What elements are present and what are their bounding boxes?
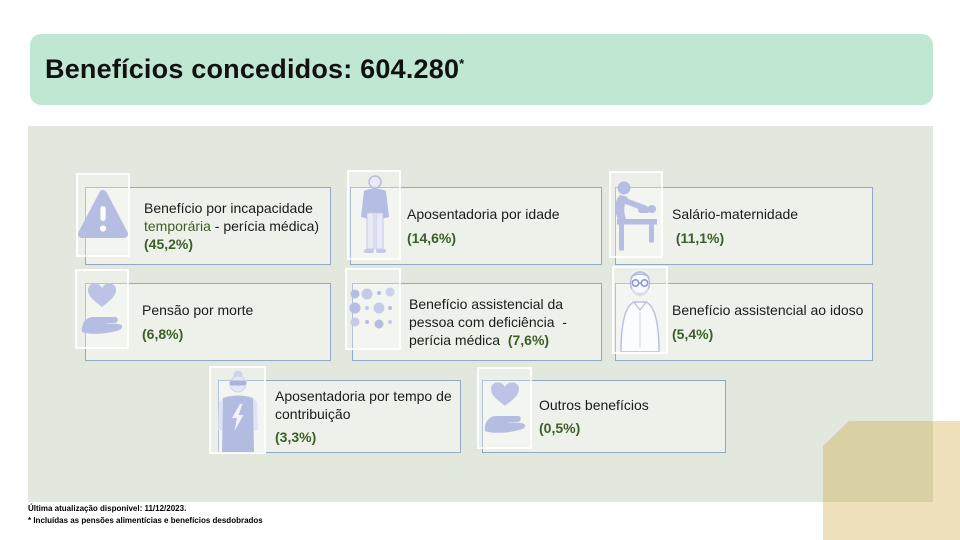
retired-woman-icon	[217, 370, 258, 452]
percentage-value: (14,6%)	[407, 229, 457, 246]
percentage-value: (11,1%)	[672, 229, 725, 246]
label-text: Aposentadoria por idade	[407, 206, 560, 223]
icon-tile	[612, 266, 668, 354]
card-label: Pensão por morte	[142, 301, 322, 319]
title-asterisk: *	[459, 56, 465, 71]
page-title: Benefícios concedidos: 604.280*	[45, 54, 464, 85]
header-banner: Benefícios concedidos: 604.280*	[30, 34, 933, 105]
icon-tile	[347, 170, 401, 260]
card-beneficio-incapacidade-temporaria: Benefício por incapacidade temporária - …	[85, 187, 331, 265]
footer-notes: Última atualização disponível: 11/12/202…	[28, 503, 263, 527]
elderly-man-icon	[361, 175, 389, 253]
footer-update-note: Última atualização disponível: 11/12/202…	[28, 504, 187, 513]
card-label: Benefício assistencial da pessoa com def…	[409, 295, 593, 350]
label-text: Benefício assistencial ao idoso	[672, 302, 864, 319]
card-label: Aposentadoria por tempo de contribuição	[275, 387, 452, 423]
label-text: - perícia médica)	[210, 217, 323, 234]
icon-tile	[477, 367, 532, 449]
icon-tile	[75, 269, 129, 349]
card-label: Salário-maternidade	[672, 205, 864, 223]
card-label: Benefício assistencial ao idoso	[672, 301, 864, 319]
percentage-value: (5,4%)	[672, 325, 714, 342]
percentage-value: (45,2%)	[144, 236, 194, 253]
label-highlight: temporária	[144, 217, 211, 234]
card-label: Aposentadoria por idade	[407, 205, 593, 223]
label-text: Pensão por morte	[142, 302, 254, 319]
footer-asterisk-note: * Incluídas as pensões alimentícias e be…	[28, 516, 263, 525]
card-pensao-por-morte: Pensão por morte (6,8%)	[85, 283, 331, 361]
braille-icon	[349, 287, 395, 329]
label-text: Salário-maternidade	[672, 206, 799, 223]
percentage-value: (6,8%)	[142, 325, 184, 342]
icon-tile	[76, 173, 130, 257]
heart-hand-icon	[484, 382, 525, 433]
label-text: Aposentadoria por tempo de contribuição	[275, 387, 456, 422]
card-aposentadoria-por-idade: Aposentadoria por idade (14,6%)	[350, 187, 602, 265]
card-label: Outros benefícios	[539, 396, 717, 414]
label-text: Outros benefícios	[539, 396, 649, 413]
decorative-corner-shape	[823, 421, 960, 540]
page-title-text: Benefícios concedidos: 604.280	[45, 54, 460, 84]
icon-tile	[209, 366, 266, 454]
label-text: Benefício assistencial da pessoa com def…	[409, 295, 571, 349]
percentage-value: (7,6%)	[507, 332, 550, 349]
card-label: Benefício por incapacidade temporária - …	[144, 199, 322, 254]
icon-tile	[345, 268, 401, 350]
baby-changing-icon	[615, 181, 657, 250]
card-salario-maternidade: Salário-maternidade (11,1%)	[615, 187, 873, 265]
elderly-man-glasses-icon	[620, 271, 660, 352]
icon-tile	[609, 171, 663, 258]
warning-icon	[78, 190, 128, 238]
label-text: Benefício por incapacidade	[144, 199, 317, 216]
heart-hand-icon	[81, 283, 123, 334]
percentage-value: (3,3%)	[275, 429, 317, 446]
card-outros-beneficios: Outros benefícios (0,5%)	[482, 380, 726, 453]
percentage-value: (0,5%)	[539, 420, 581, 436]
